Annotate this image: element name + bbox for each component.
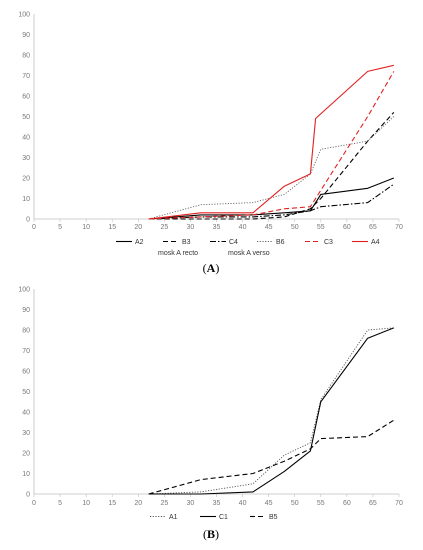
legend-label-c1: C1 [219, 514, 228, 521]
x-tick-label: 50 [291, 500, 299, 507]
x-tick-label: 40 [239, 224, 247, 231]
y-tick-label: 20 [22, 451, 30, 458]
x-tick-label: 45 [265, 224, 273, 231]
legend-label-a1: A1 [169, 514, 178, 521]
x-tick-label: 70 [395, 500, 403, 507]
annotation-label: mosk A verso [228, 250, 270, 257]
x-tick-label: 20 [134, 224, 142, 231]
y-tick-label: 20 [22, 176, 30, 183]
y-tick-label: 10 [22, 471, 30, 478]
x-tick-label: 45 [265, 500, 273, 507]
y-tick-label: 10 [22, 196, 30, 203]
x-tick-label: 25 [160, 224, 168, 231]
series-line-b6 [148, 116, 395, 220]
y-tick-label: 80 [22, 328, 30, 335]
x-tick-label: 10 [82, 224, 90, 231]
y-tick-label: 80 [22, 53, 30, 60]
series-line-c1 [148, 327, 395, 495]
legend-label-a4: A4 [371, 239, 380, 246]
y-tick-label: 40 [22, 135, 30, 142]
legend-label-b3: B3 [182, 239, 191, 246]
series-line-a4 [148, 64, 394, 220]
x-tick-label: 55 [317, 224, 325, 231]
legend-label-b6: B6 [276, 239, 285, 246]
x-tick-label: 35 [213, 500, 221, 507]
panel-label: (B) [203, 527, 219, 541]
y-tick-label: 40 [22, 410, 30, 417]
series-line-c3 [148, 71, 395, 220]
x-tick-label: 5 [58, 500, 62, 507]
x-tick-label: 60 [343, 224, 351, 231]
x-tick-label: 25 [160, 500, 168, 507]
y-tick-label: 90 [22, 32, 30, 39]
annotation-label: mosk A recto [158, 250, 198, 257]
legend-label-c4: C4 [229, 239, 238, 246]
x-tick-label: 35 [213, 224, 221, 231]
y-tick-label: 70 [22, 348, 30, 355]
x-tick-label: 15 [108, 224, 116, 231]
y-tick-label: 60 [22, 94, 30, 101]
legend-label-a2: A2 [135, 239, 144, 246]
series-line-a2 [148, 177, 395, 220]
x-tick-label: 15 [108, 500, 116, 507]
chart-panel-a: 0 10 20 30 40 50 60 70 80 90 100 0 5 10 15 20 25 30 35 40 45… [18, 12, 403, 276]
y-tick-label: 90 [22, 307, 30, 314]
panel-label: (A) [203, 261, 220, 275]
y-tick-label: 50 [22, 389, 30, 396]
y-tick-label: 100 [18, 12, 30, 19]
y-tick-label: 60 [22, 369, 30, 376]
y-tick-label: 30 [22, 430, 30, 437]
x-tick-label: 0 [32, 500, 36, 507]
x-tick-label: 70 [395, 224, 403, 231]
x-tick-label: 10 [82, 500, 90, 507]
x-tick-label: 0 [32, 224, 36, 231]
x-tick-label: 30 [187, 500, 195, 507]
x-tick-label: 5 [58, 224, 62, 231]
y-tick-label: 70 [22, 73, 30, 80]
chart-panel-b: 0 10 20 30 40 50 60 70 80 90 100 0 5 10 15 20 25 30 35 40 45… [18, 287, 403, 542]
y-tick-label: 0 [26, 492, 30, 499]
x-tick-label: 55 [317, 500, 325, 507]
y-tick-label: 30 [22, 155, 30, 162]
x-tick-label: 20 [134, 500, 142, 507]
legend-label-c3: C3 [324, 239, 333, 246]
y-tick-label: 50 [22, 114, 30, 121]
series-line-b3 [148, 112, 395, 220]
x-tick-label: 30 [187, 224, 195, 231]
series-line-b5 [148, 419, 395, 495]
x-tick-label: 65 [369, 224, 377, 231]
x-tick-label: 40 [239, 500, 247, 507]
y-tick-label: 100 [18, 287, 30, 294]
x-tick-label: 50 [291, 224, 299, 231]
y-tick-label: 0 [26, 217, 30, 224]
legend-label-b5: B5 [269, 514, 278, 521]
x-tick-label: 65 [369, 500, 377, 507]
x-tick-label: 60 [343, 500, 351, 507]
